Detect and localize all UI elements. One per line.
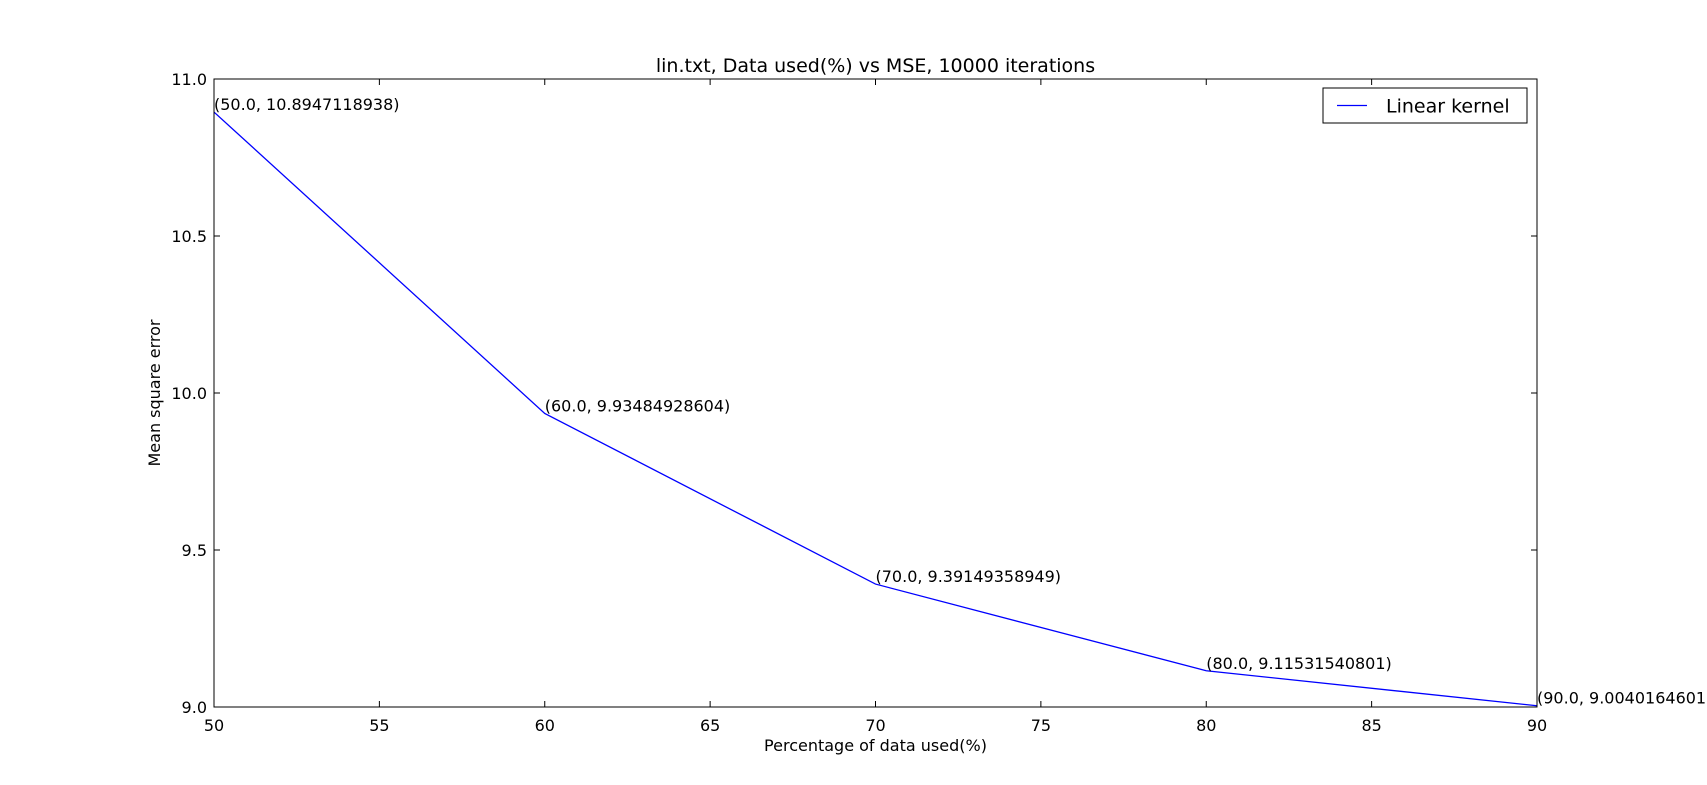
- x-tick-label: 80: [1196, 716, 1216, 735]
- y-axis-title: Mean square error: [145, 319, 164, 466]
- x-axis-title: Percentage of data used(%): [764, 736, 987, 755]
- series-layer: [213, 111, 1538, 707]
- x-tick-label: 75: [1031, 716, 1051, 735]
- x-tick-label: 85: [1361, 716, 1381, 735]
- x-tick-label: 60: [535, 716, 555, 735]
- y-tick-label: 10.5: [171, 227, 207, 246]
- legend: Linear kernel: [1322, 87, 1528, 124]
- point-label: (50.0, 10.8947118938): [214, 95, 400, 114]
- x-tick-label: 90: [1527, 716, 1547, 735]
- point-label: (80.0, 9.11531540801): [1206, 654, 1392, 673]
- x-tick-label: 55: [369, 716, 389, 735]
- point-label: (90.0, 9.0040164601: [1537, 689, 1706, 708]
- legend-label: Linear kernel: [1386, 96, 1510, 118]
- chart-title: lin.txt, Data used(%) vs MSE, 10000 iter…: [656, 55, 1095, 77]
- y-tick-label: 11.0: [171, 70, 207, 89]
- x-tick-label: 70: [865, 716, 885, 735]
- x-tick-label: 50: [204, 716, 224, 735]
- point-label: (60.0, 9.93484928604): [545, 396, 731, 415]
- plot-frame: [213, 78, 1538, 708]
- series-line-0: [213, 111, 1538, 707]
- axis-ticks: 50 55 60 65 70 75 80 85 90 9.0 9.5 10.0 10.5 11.0: [171, 70, 1547, 735]
- x-tick-label: 65: [700, 716, 720, 735]
- y-tick-label: 9.0: [182, 698, 207, 717]
- point-label: (70.0, 9.39149358949): [876, 567, 1062, 586]
- y-tick-label: 10.0: [171, 384, 207, 403]
- annotations-layer: (50.0, 10.8947118938) (60.0, 9.9348492860…: [214, 95, 1706, 708]
- y-tick-label: 9.5: [182, 541, 207, 560]
